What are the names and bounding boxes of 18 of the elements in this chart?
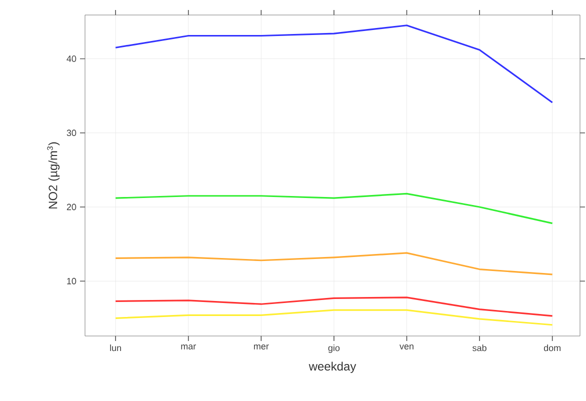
line-series xyxy=(114,252,554,276)
y-tick-label: 30 xyxy=(66,130,76,136)
x-tick-label: dom xyxy=(544,344,560,352)
x-tick-label: mer xyxy=(254,344,269,350)
line-series xyxy=(114,296,554,317)
line-series xyxy=(114,24,554,104)
line-series xyxy=(114,309,554,326)
y-tick-label: 40 xyxy=(66,56,76,62)
x-tick-label: ven xyxy=(400,344,414,350)
x-tick-label: gio xyxy=(328,344,340,353)
x-tick-label: sab xyxy=(472,344,486,352)
x-tick-label: mar xyxy=(181,344,196,350)
y-tick-label: 20 xyxy=(66,204,76,210)
x-tick-label: lun xyxy=(110,344,121,352)
y-tick-label: 10 xyxy=(67,278,76,284)
line-series xyxy=(114,192,554,224)
y-axis-title: NO2 (µg/m$^{3}$) xyxy=(47,142,60,208)
x-axis-title: weekday xyxy=(308,362,356,373)
